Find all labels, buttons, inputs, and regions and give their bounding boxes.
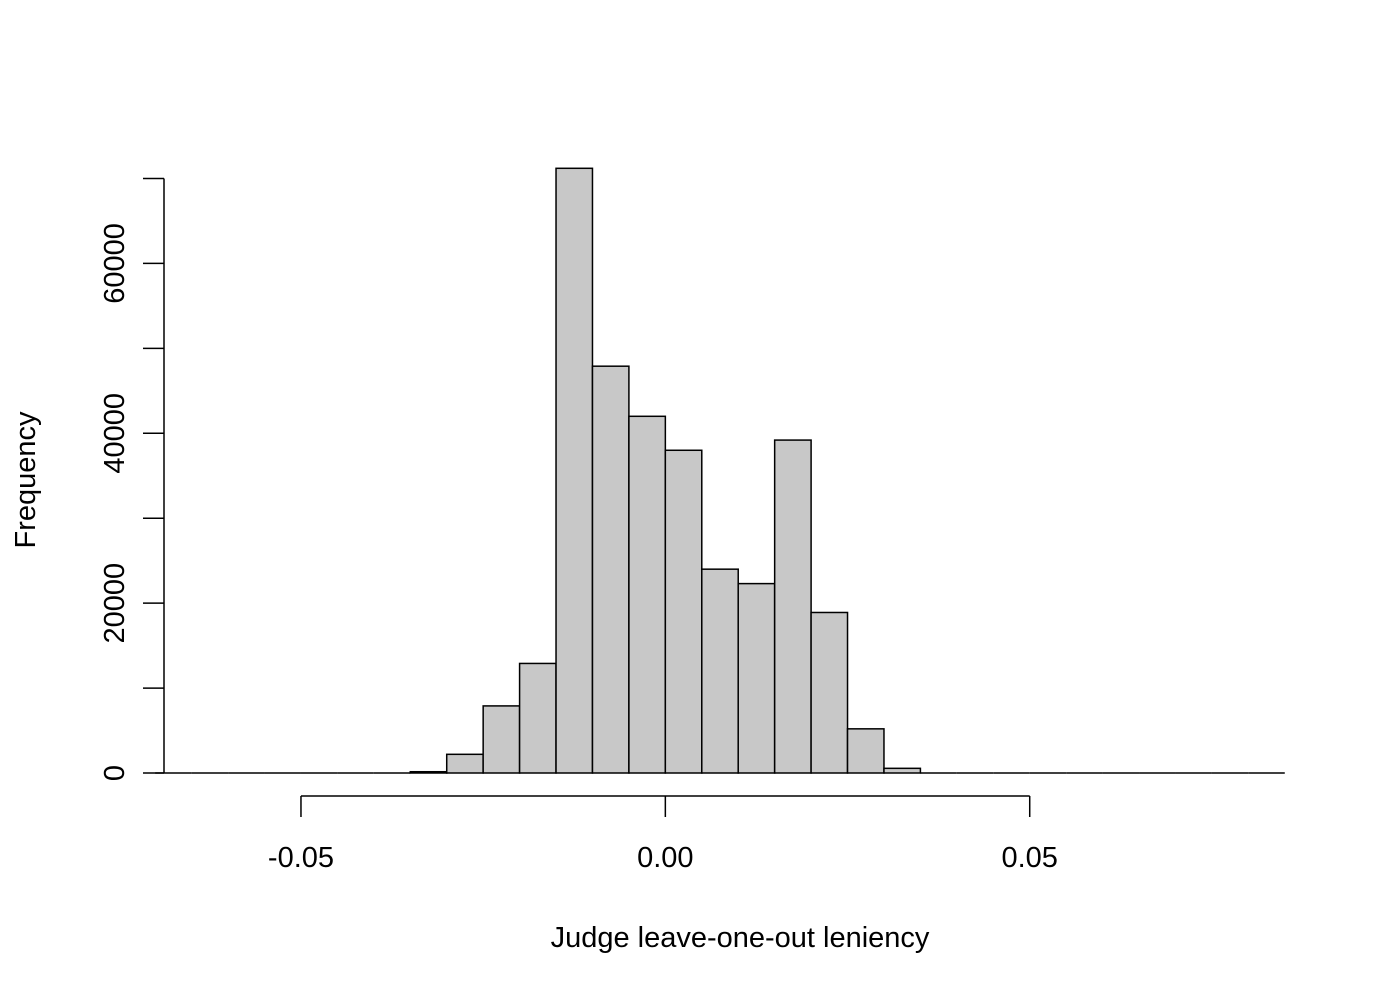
bars-layer [409,167,922,774]
x-tick-label: 0.00 [637,842,693,874]
histogram-bar [701,568,739,774]
histogram-bar [664,449,703,774]
y-tick-label: 0 [99,765,131,781]
histogram-bar [737,582,776,774]
y-tick-label: 20000 [99,563,131,644]
histogram-bar [445,753,484,774]
histogram-bar [518,662,557,774]
y-tick-label: 40000 [99,393,131,474]
histogram-bar [773,439,812,774]
histogram-bar [555,167,594,774]
histogram-bar [810,611,849,774]
histogram-bar [482,705,521,774]
y-tick-label: 60000 [99,223,131,304]
histogram-bar [591,365,630,774]
y-axis: 0 20000 40000 60000 [99,177,165,781]
y-axis-title: Frequency [10,411,42,549]
x-axis: -0.05 0.00 0.05 [268,795,1058,874]
x-tick-label: -0.05 [268,842,334,874]
x-tick-label: 0.05 [1001,842,1057,874]
histogram-bar [409,770,448,774]
histogram-bar [883,767,922,774]
histogram-bar [846,728,885,774]
x-axis-title: Judge leave-one-out leniency [551,922,930,954]
histogram-bar [628,415,667,774]
